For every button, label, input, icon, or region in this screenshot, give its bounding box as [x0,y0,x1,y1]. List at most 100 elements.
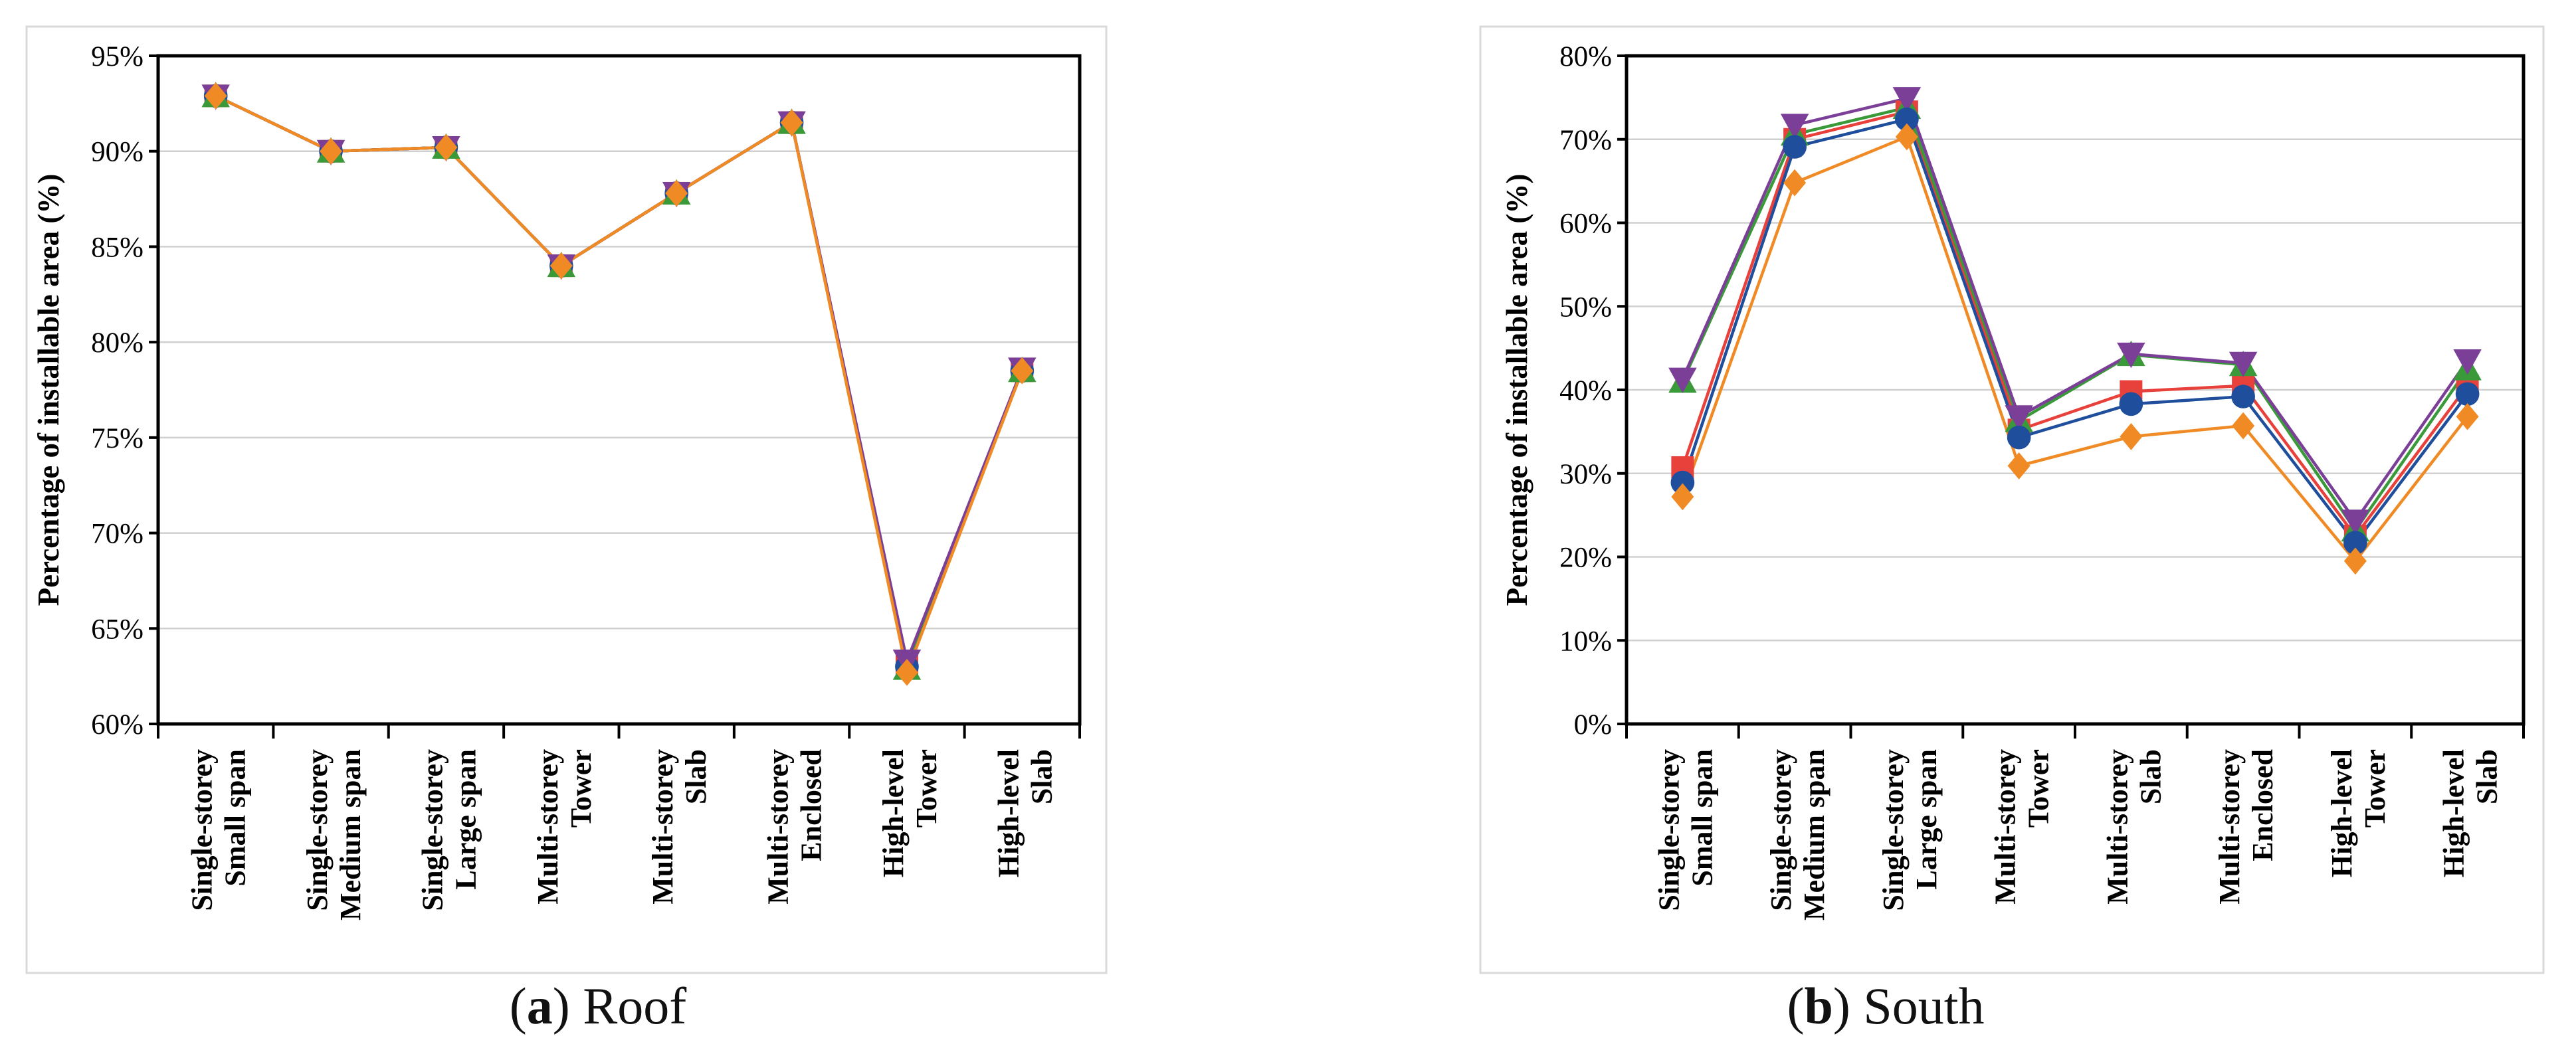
series-3-point [2005,405,2033,431]
x-tick-label-line2: Tower [2023,749,2055,828]
series-1-markers [204,84,1034,676]
series-3-markers [201,82,1037,680]
y-tick-label: 85% [91,232,144,263]
roof-chart-caption: (a) Roof [509,977,687,1035]
series-4-point [1670,470,1695,495]
series-3-markers [1668,87,2482,535]
y-tick-label: 90% [91,137,144,168]
x-tick-label-line2: Medium span [334,749,367,921]
y-tick-label: 95% [91,41,144,72]
y-tick-label: 65% [91,614,144,645]
series-2-line [215,94,1024,669]
y-tick-label: 80% [91,327,144,359]
series-1-line [215,94,1024,667]
series-5-point [320,137,343,165]
x-tick-label-line2: Medium span [1798,749,1831,921]
x-tick-label: Single-storeySmall span [186,749,252,911]
y-tick-label: 50% [1559,292,1612,323]
series-5-point [2232,412,2255,440]
series-4-point [1895,107,1919,132]
x-tick-label-line1: High-level [992,749,1025,877]
y-tick-label: 30% [1559,459,1612,490]
series-3-line [1681,96,2469,523]
chart-frame [25,25,1108,974]
series-5-point [780,109,803,136]
y-tick-label: 20% [1559,543,1612,574]
x-tick-label-line1: Multi-storey [762,749,795,905]
roof-chart: 60% 65% 70% 75% 80% 85% 90% 95% Percentage of in… [25,25,1108,974]
series-5-point [665,179,688,207]
series-1-line [1681,110,2469,538]
y-tick-label: 80% [1559,41,1612,72]
series-3-point [2117,342,2145,369]
x-tick-label-line1: Multi-storey [532,749,564,905]
x-tick-label-line2: Enclosed [795,749,828,861]
x-tick-label-line2: Large span [449,749,482,889]
x-tick-label-line1: High-level [2326,749,2358,877]
south-chart-caption: (b) South [1787,977,1985,1035]
south-chart: 0% 10% 20% 30% 40% 50% 60% 70% 80% Percentage of … [1479,25,2545,974]
series-5-point [435,133,458,161]
series-1-markers [1671,100,2479,548]
x-tick-label-line2: Tower [2359,749,2391,828]
series-5-point [549,252,573,280]
x-tick-label-line2: Small span [219,749,252,887]
x-tick-label-line2: Slab [2471,749,2504,804]
y-tick-label: 10% [1559,626,1612,657]
series-3-point [2453,349,2482,375]
y-tick-label: 70% [1559,125,1612,156]
x-tick-label: High-levelTower [2326,749,2391,877]
x-tick-label: Single-storeyLarge span [416,749,482,911]
series-5-point [2456,402,2479,430]
series-4-line [215,94,1024,663]
x-tick-label-line1: Single-storey [186,749,219,911]
series-3-line [215,94,1024,670]
series-5-point [1783,169,1807,197]
series-5-line [1681,135,2469,563]
x-tick-label: Multi-storeySlab [646,749,712,905]
x-tick-label-line1: Single-storey [301,749,334,911]
x-tick-label-line1: Single-storey [1877,749,1910,911]
y-tick-label: 75% [91,423,144,454]
roof-chart-panel: 60% 65% 70% 75% 80% 85% 90% 95% Percentage of in… [25,25,1108,974]
series-3-point [2341,509,2370,535]
x-tick-label: Multi-storeyEnclosed [762,749,828,905]
x-tick-label: Multi-storeyTower [532,749,597,905]
x-tick-label-line2: Tower [910,749,943,828]
series-5-line [215,94,1024,674]
series-5-point [2343,547,2367,575]
series-3-point [1780,114,1809,139]
series-4-point [2119,392,2143,416]
x-tick-label: High-levelSlab [2438,749,2504,877]
series-4-point [2455,382,2480,406]
series-4-markers [1670,107,2480,555]
series-5-point [2120,423,2143,450]
series-4-line [1681,118,2469,545]
x-tick-label-line1: High-level [877,749,910,877]
series-5-markers [204,82,1034,686]
series-3-point [2229,351,2258,378]
x-tick-label: Single-storeyMedium span [1765,749,1831,921]
series-4-point [1783,135,1807,159]
y-axis-title: Percentage of installable area (%) [1500,174,1534,606]
series-5-point [1011,357,1034,385]
series-5-point [895,658,918,686]
x-tick-label: High-levelTower [877,749,943,877]
series-4-point [2007,425,2031,450]
series-5-point [1671,483,1694,511]
series-4-point [2343,531,2367,555]
x-tick-label-line1: Single-storey [1652,749,1685,911]
x-tick-label: Multi-storeyEnclosed [2213,749,2279,905]
x-tick-label-line2: Enclosed [2246,749,2279,861]
series-2-markers [203,84,1035,679]
series-5-point [2007,452,2031,480]
y-tick-label: 60% [1559,209,1612,240]
x-tick-label: Single-storeyMedium span [301,749,367,921]
x-tick-label-line2: Small span [1686,749,1718,887]
y-tick-label: 70% [91,519,144,550]
series-3-point [1892,87,1922,113]
x-tick-label: Single-storeyLarge span [1877,749,1943,911]
y-tick-label: 40% [1559,375,1612,406]
series-2-line [1681,106,2469,532]
x-tick-label-line1: Single-storey [1765,749,1797,911]
